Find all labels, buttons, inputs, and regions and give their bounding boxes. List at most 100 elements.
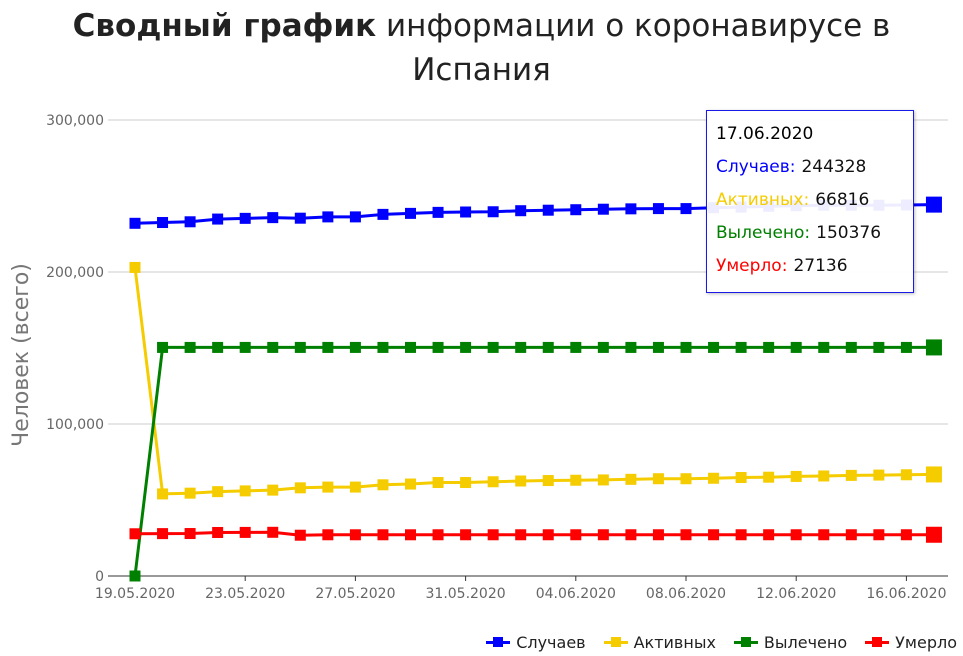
data-point[interactable] [597,341,609,353]
data-point[interactable] [625,341,637,353]
data-point[interactable] [542,475,554,487]
data-point[interactable] [708,341,720,353]
data-point[interactable] [818,529,830,541]
data-point[interactable] [680,203,692,215]
data-point[interactable] [460,529,472,541]
data-point[interactable] [925,339,942,356]
data-point[interactable] [432,529,444,541]
data-point[interactable] [129,528,141,540]
data-point[interactable] [625,203,637,215]
legend-item-cases[interactable]: Случаев [486,633,586,652]
data-point[interactable] [349,341,361,353]
data-point[interactable] [432,206,444,218]
data-point[interactable] [349,529,361,541]
data-point[interactable] [239,485,251,497]
data-point[interactable] [157,341,169,353]
data-point[interactable] [515,529,527,541]
data-point[interactable] [708,472,720,484]
data-point[interactable] [570,474,582,486]
data-point[interactable] [157,217,169,229]
data-point[interactable] [129,217,141,229]
data-point[interactable] [405,207,416,219]
legend-item-recovered[interactable]: Вылечено [733,633,847,652]
data-point[interactable] [322,341,334,353]
data-point[interactable] [845,469,857,481]
data-point[interactable] [570,529,582,541]
data-point[interactable] [680,473,692,485]
data-point[interactable] [487,529,499,541]
data-point[interactable] [763,529,775,541]
data-point[interactable] [925,466,942,483]
data-point[interactable] [294,341,306,353]
data-point[interactable] [157,488,169,500]
data-point[interactable] [460,341,472,353]
data-point[interactable] [790,470,802,482]
data-point[interactable] [377,208,389,220]
data-point[interactable] [487,476,499,488]
data-point[interactable] [873,469,885,481]
data-point[interactable] [708,529,720,541]
data-point[interactable] [212,486,224,498]
data-point[interactable] [790,529,802,541]
data-point[interactable] [900,529,912,541]
data-point[interactable] [542,529,554,541]
data-point[interactable] [294,482,306,494]
data-point[interactable] [652,473,664,485]
data-point[interactable] [322,211,334,223]
data-point[interactable] [377,479,389,491]
data-point[interactable] [925,526,942,543]
data-point[interactable] [735,341,747,353]
data-point[interactable] [680,529,692,541]
data-point[interactable] [239,526,251,538]
data-point[interactable] [873,529,885,541]
data-point[interactable] [184,487,196,499]
data-point[interactable] [845,529,857,541]
data-point[interactable] [184,528,196,540]
data-point[interactable] [432,477,444,489]
data-point[interactable] [763,471,775,483]
data-point[interactable] [405,529,416,541]
data-point[interactable] [239,341,251,353]
data-point[interactable] [790,341,802,353]
data-point[interactable] [515,341,527,353]
data-point[interactable] [432,341,444,353]
legend-item-active[interactable]: Активных [603,633,716,652]
data-point[interactable] [322,481,334,493]
data-point[interactable] [239,212,251,224]
data-point[interactable] [652,341,664,353]
data-point[interactable] [487,206,499,218]
data-point[interactable] [487,341,499,353]
data-point[interactable] [460,477,472,489]
data-point[interactable] [267,526,279,538]
data-point[interactable] [570,341,582,353]
data-point[interactable] [515,205,527,217]
data-point[interactable] [267,212,279,224]
data-point[interactable] [322,529,334,541]
data-point[interactable] [377,529,389,541]
data-point[interactable] [597,203,609,215]
data-point[interactable] [900,469,912,481]
data-point[interactable] [184,216,196,228]
data-point[interactable] [515,475,527,487]
data-point[interactable] [680,341,692,353]
data-point[interactable] [597,529,609,541]
data-point[interactable] [405,478,416,490]
legend-item-deaths[interactable]: Умерло [865,633,957,652]
data-point[interactable] [925,196,942,213]
data-point[interactable] [652,529,664,541]
data-point[interactable] [294,529,306,541]
data-point[interactable] [267,484,279,496]
data-point[interactable] [212,341,224,353]
data-point[interactable] [377,341,389,353]
data-point[interactable] [873,341,885,353]
data-point[interactable] [267,341,279,353]
data-point[interactable] [157,528,169,540]
data-point[interactable] [542,341,554,353]
data-point[interactable] [294,212,306,224]
data-point[interactable] [735,529,747,541]
data-point[interactable] [184,341,196,353]
data-point[interactable] [129,261,141,273]
data-point[interactable] [349,211,361,223]
data-point[interactable] [845,341,857,353]
